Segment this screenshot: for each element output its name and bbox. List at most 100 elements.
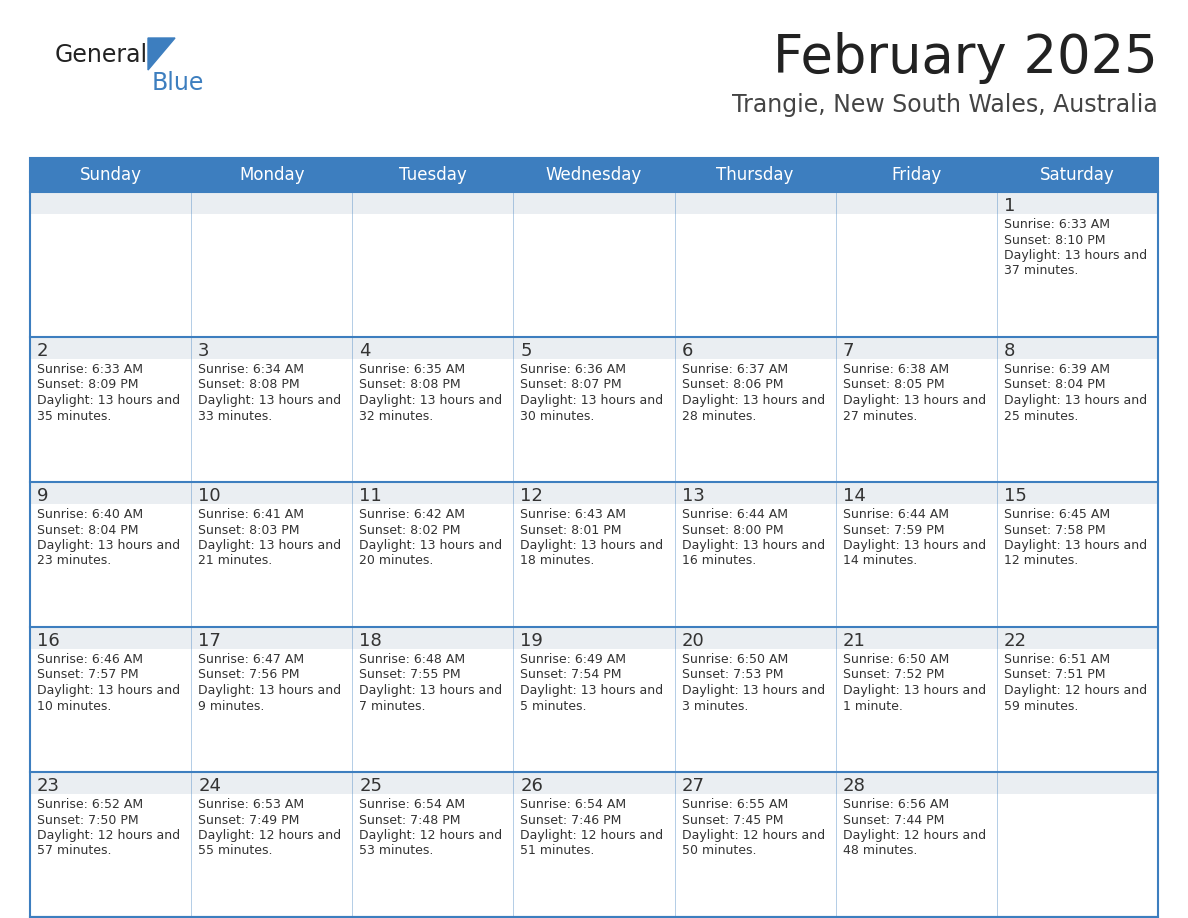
- Text: Sunset: 7:44 PM: Sunset: 7:44 PM: [842, 813, 944, 826]
- Text: Sunset: 7:49 PM: Sunset: 7:49 PM: [198, 813, 299, 826]
- Text: 57 minutes.: 57 minutes.: [37, 845, 112, 857]
- Text: Sunrise: 6:50 AM: Sunrise: 6:50 AM: [682, 653, 788, 666]
- Text: Daylight: 13 hours and: Daylight: 13 hours and: [198, 394, 341, 407]
- Text: 25 minutes.: 25 minutes.: [1004, 409, 1079, 422]
- Text: Sunset: 7:53 PM: Sunset: 7:53 PM: [682, 668, 783, 681]
- Text: Thursday: Thursday: [716, 166, 794, 184]
- Text: Daylight: 13 hours and: Daylight: 13 hours and: [520, 539, 664, 552]
- Text: 59 minutes.: 59 minutes.: [1004, 700, 1079, 712]
- Bar: [30, 794, 1158, 917]
- Text: Sunrise: 6:49 AM: Sunrise: 6:49 AM: [520, 653, 626, 666]
- Bar: [30, 482, 1158, 627]
- Text: 3 minutes.: 3 minutes.: [682, 700, 748, 712]
- Bar: [30, 627, 1158, 772]
- Text: Sunrise: 6:52 AM: Sunrise: 6:52 AM: [37, 798, 143, 811]
- Text: Sunset: 8:08 PM: Sunset: 8:08 PM: [359, 378, 461, 391]
- Text: Daylight: 13 hours and: Daylight: 13 hours and: [359, 539, 503, 552]
- Text: Tuesday: Tuesday: [399, 166, 467, 184]
- Text: Sunrise: 6:41 AM: Sunrise: 6:41 AM: [198, 508, 304, 521]
- Text: 16 minutes.: 16 minutes.: [682, 554, 756, 567]
- Text: 12 minutes.: 12 minutes.: [1004, 554, 1078, 567]
- Text: Sunset: 8:08 PM: Sunset: 8:08 PM: [198, 378, 299, 391]
- Text: 14 minutes.: 14 minutes.: [842, 554, 917, 567]
- Text: Sunrise: 6:48 AM: Sunrise: 6:48 AM: [359, 653, 466, 666]
- Text: Sunrise: 6:40 AM: Sunrise: 6:40 AM: [37, 508, 143, 521]
- Text: 25: 25: [359, 777, 383, 795]
- Text: Daylight: 13 hours and: Daylight: 13 hours and: [682, 684, 824, 697]
- Text: 37 minutes.: 37 minutes.: [1004, 264, 1079, 277]
- Text: Sunset: 8:03 PM: Sunset: 8:03 PM: [198, 523, 299, 536]
- Text: Daylight: 12 hours and: Daylight: 12 hours and: [37, 829, 181, 842]
- Text: Daylight: 13 hours and: Daylight: 13 hours and: [359, 684, 503, 697]
- Text: 2: 2: [37, 342, 49, 360]
- Text: Monday: Monday: [239, 166, 304, 184]
- Text: 1 minute.: 1 minute.: [842, 700, 903, 712]
- Text: 53 minutes.: 53 minutes.: [359, 845, 434, 857]
- Text: 8: 8: [1004, 342, 1016, 360]
- Bar: [30, 772, 1158, 917]
- Text: 1: 1: [1004, 197, 1016, 215]
- Text: Daylight: 13 hours and: Daylight: 13 hours and: [520, 684, 664, 697]
- Text: 28 minutes.: 28 minutes.: [682, 409, 756, 422]
- Bar: [30, 504, 1158, 627]
- Text: Daylight: 12 hours and: Daylight: 12 hours and: [1004, 684, 1146, 697]
- Text: Sunrise: 6:51 AM: Sunrise: 6:51 AM: [1004, 653, 1110, 666]
- Text: Sunset: 7:48 PM: Sunset: 7:48 PM: [359, 813, 461, 826]
- Text: Sunrise: 6:43 AM: Sunrise: 6:43 AM: [520, 508, 626, 521]
- Text: Daylight: 13 hours and: Daylight: 13 hours and: [682, 394, 824, 407]
- Text: 23: 23: [37, 777, 61, 795]
- Text: 11: 11: [359, 487, 383, 505]
- Text: 33 minutes.: 33 minutes.: [198, 409, 272, 422]
- Text: Daylight: 13 hours and: Daylight: 13 hours and: [842, 539, 986, 552]
- Text: 17: 17: [198, 632, 221, 650]
- Text: 10: 10: [198, 487, 221, 505]
- Bar: [30, 214, 1158, 337]
- Text: Daylight: 13 hours and: Daylight: 13 hours and: [37, 539, 181, 552]
- Text: Sunrise: 6:46 AM: Sunrise: 6:46 AM: [37, 653, 143, 666]
- Text: 26: 26: [520, 777, 543, 795]
- Text: Sunset: 8:05 PM: Sunset: 8:05 PM: [842, 378, 944, 391]
- Text: 9: 9: [37, 487, 49, 505]
- Text: 9 minutes.: 9 minutes.: [198, 700, 265, 712]
- Text: 18 minutes.: 18 minutes.: [520, 554, 595, 567]
- Text: 18: 18: [359, 632, 383, 650]
- Text: 20: 20: [682, 632, 704, 650]
- Text: Daylight: 13 hours and: Daylight: 13 hours and: [37, 394, 181, 407]
- Bar: [30, 337, 1158, 482]
- Text: 30 minutes.: 30 minutes.: [520, 409, 595, 422]
- Text: Sunset: 7:46 PM: Sunset: 7:46 PM: [520, 813, 621, 826]
- Text: Sunrise: 6:39 AM: Sunrise: 6:39 AM: [1004, 363, 1110, 376]
- Text: Sunrise: 6:47 AM: Sunrise: 6:47 AM: [198, 653, 304, 666]
- Text: February 2025: February 2025: [773, 32, 1158, 84]
- Text: 55 minutes.: 55 minutes.: [198, 845, 272, 857]
- Text: Daylight: 13 hours and: Daylight: 13 hours and: [1004, 394, 1146, 407]
- Bar: [30, 649, 1158, 772]
- Text: Daylight: 13 hours and: Daylight: 13 hours and: [359, 394, 503, 407]
- Text: Sunset: 7:54 PM: Sunset: 7:54 PM: [520, 668, 623, 681]
- Text: Sunset: 7:50 PM: Sunset: 7:50 PM: [37, 813, 139, 826]
- Text: 3: 3: [198, 342, 209, 360]
- Text: Sunrise: 6:35 AM: Sunrise: 6:35 AM: [359, 363, 466, 376]
- Text: 51 minutes.: 51 minutes.: [520, 845, 595, 857]
- Text: Blue: Blue: [152, 71, 204, 95]
- Text: Sunset: 8:09 PM: Sunset: 8:09 PM: [37, 378, 139, 391]
- Text: Daylight: 12 hours and: Daylight: 12 hours and: [198, 829, 341, 842]
- Text: 13: 13: [682, 487, 704, 505]
- Text: Sunrise: 6:34 AM: Sunrise: 6:34 AM: [198, 363, 304, 376]
- Text: Trangie, New South Wales, Australia: Trangie, New South Wales, Australia: [732, 93, 1158, 117]
- Text: Sunset: 8:10 PM: Sunset: 8:10 PM: [1004, 233, 1105, 247]
- Text: Sunrise: 6:53 AM: Sunrise: 6:53 AM: [198, 798, 304, 811]
- Text: Sunrise: 6:55 AM: Sunrise: 6:55 AM: [682, 798, 788, 811]
- Text: Daylight: 12 hours and: Daylight: 12 hours and: [842, 829, 986, 842]
- Text: Daylight: 13 hours and: Daylight: 13 hours and: [198, 539, 341, 552]
- Text: Sunset: 8:07 PM: Sunset: 8:07 PM: [520, 378, 623, 391]
- Text: Friday: Friday: [891, 166, 941, 184]
- Text: Daylight: 13 hours and: Daylight: 13 hours and: [842, 684, 986, 697]
- Text: 23 minutes.: 23 minutes.: [37, 554, 112, 567]
- Text: Sunset: 7:51 PM: Sunset: 7:51 PM: [1004, 668, 1105, 681]
- Text: Sunrise: 6:37 AM: Sunrise: 6:37 AM: [682, 363, 788, 376]
- Text: Daylight: 13 hours and: Daylight: 13 hours and: [682, 539, 824, 552]
- Polygon shape: [148, 38, 175, 70]
- Text: 14: 14: [842, 487, 866, 505]
- Text: Sunrise: 6:56 AM: Sunrise: 6:56 AM: [842, 798, 949, 811]
